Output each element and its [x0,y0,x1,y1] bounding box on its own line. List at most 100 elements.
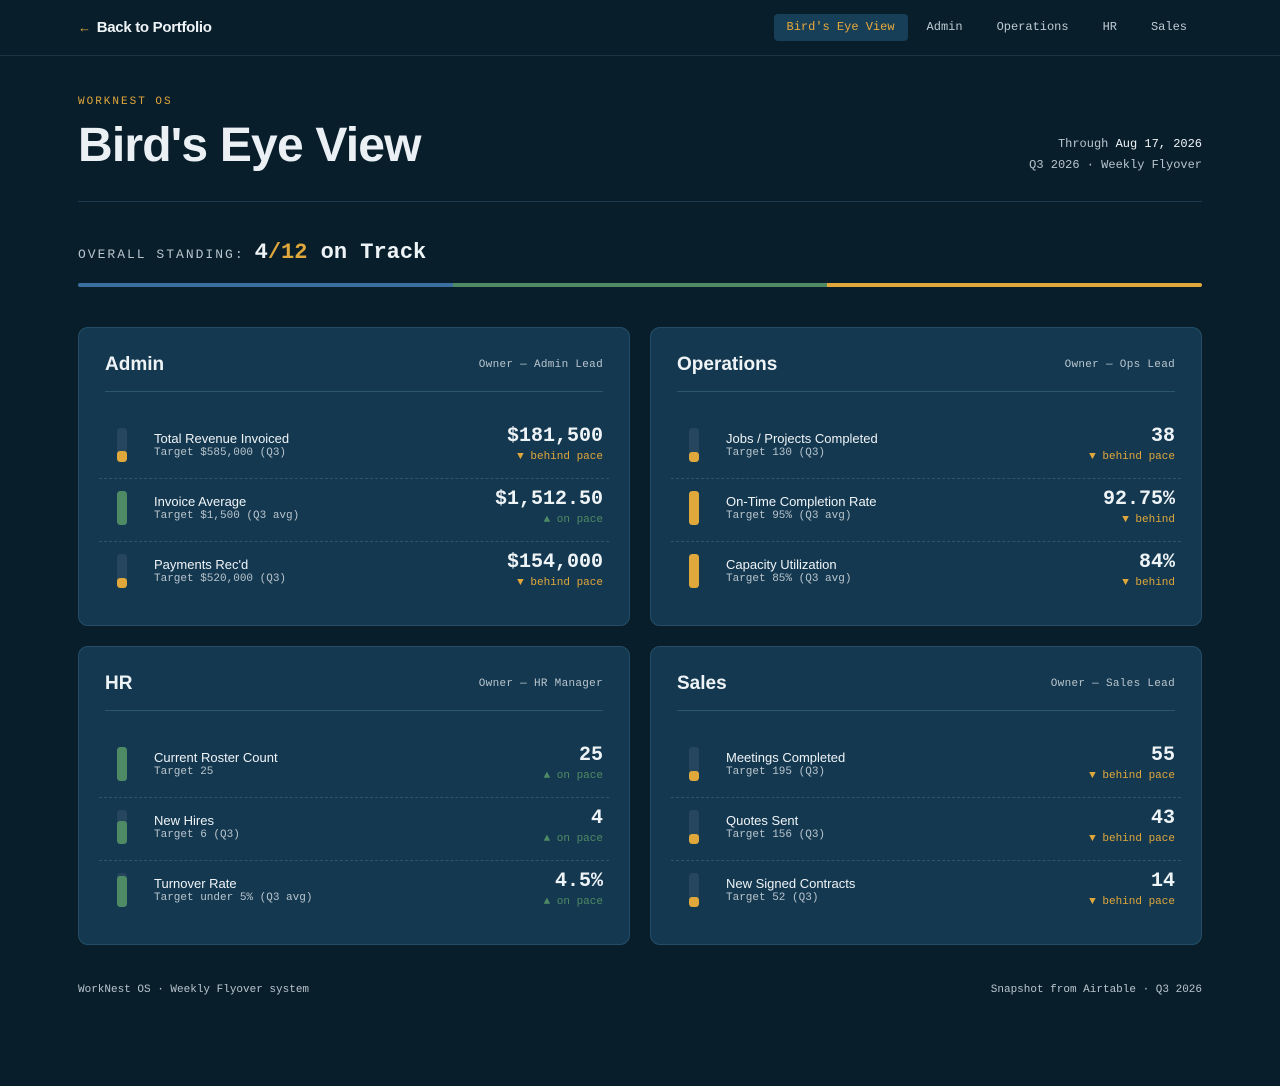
metric-target: Target 156 (Q3) [726,829,826,841]
metric-status: ▼ behind pace [1089,896,1175,908]
progress-meter-fill [117,821,127,844]
metric-target: Target 52 (Q3) [726,892,819,904]
overall-standing: OVERALL STANDING: 4/12 on Track [78,240,426,265]
progress-meter [117,873,127,907]
footer-right: Snapshot from Airtable · Q3 2026 [990,984,1202,996]
metric-name: Total Revenue Invoiced [154,431,290,446]
metric-row: New Hires Target 6 (Q3) 4 ▲ on pace [99,798,609,861]
metric-name: New Hires [154,813,214,828]
period-info: Through Aug 17, 2026 Q3 2026 · Weekly Fl… [1029,134,1202,176]
progress-meter [117,428,127,462]
metric-target: Target $520,000 (Q3) [154,573,287,585]
metric-row: Payments Rec'd Target $520,000 (Q3) $154… [99,542,609,605]
standing-label: OVERALL STANDING: [78,247,245,262]
metric-target: Target 25 [154,766,214,778]
metric-value: $1,512.50 [494,488,603,511]
main-nav: Bird's Eye View Admin Operations HR Sale… [773,14,1202,41]
card-header: Operations Owner — Ops Lead [677,354,1175,392]
metric-row: Capacity Utilization Target 85% (Q3 avg)… [671,542,1181,605]
metric-status: ▼ behind pace [1089,451,1175,463]
metric-name: Meetings Completed [726,750,846,765]
back-to-portfolio-link[interactable]: ← Back to Portfolio [78,19,212,36]
metric-status: ▲ on pace [543,514,603,526]
card-title: Sales [677,673,727,694]
standing-bar-segment [78,283,453,287]
metric-row: Invoice Average Target $1,500 (Q3 avg) $… [99,479,609,542]
nav-tab-sales[interactable]: Sales [1150,20,1187,34]
metric-target: Target 130 (Q3) [726,447,826,459]
footer-left: WorkNest OS · Weekly Flyover system [78,984,310,996]
card-admin: Admin Owner — Admin Lead Total Revenue I… [78,327,630,626]
arrow-left-icon: ← [78,20,91,35]
metric-status: ▲ on pace [543,833,603,845]
standing-bar-segment [827,283,1202,287]
metric-value: $181,500 [506,425,603,448]
standing-on-track-count: 4 [254,240,268,265]
metric-status: ▼ behind pace [1089,833,1175,845]
card-hr: HR Owner — HR Manager Current Roster Cou… [78,646,630,945]
progress-meter [117,554,127,588]
progress-meter [689,491,699,525]
card-owner: Owner — Ops Lead [1064,359,1175,371]
metric-row: Current Roster Count Target 25 25 ▲ on p… [99,735,609,798]
card-sales: Sales Owner — Sales Lead Meetings Comple… [650,646,1202,945]
card-operations: Operations Owner — Ops Lead Jobs / Proje… [650,327,1202,626]
page-title: Bird's Eye View [78,119,422,172]
metric-row: Total Revenue Invoiced Target $585,000 (… [99,416,609,479]
metric-target: Target 195 (Q3) [726,766,826,778]
metric-status: ▼ behind [1122,514,1175,526]
nav-tab-birds-eye-view[interactable]: Bird's Eye View [773,14,908,41]
top-bar: ← Back to Portfolio Bird's Eye View Admin… [0,0,1280,56]
progress-meter [117,810,127,844]
metric-name: On-Time Completion Rate [726,494,877,509]
progress-meter-fill [117,577,127,588]
back-link-label: Back to Portfolio [96,19,212,36]
metric-status: ▼ behind [1122,577,1175,589]
card-owner: Owner — HR Manager [478,678,603,690]
metric-target: Target $1,500 (Q3 avg) [154,510,300,522]
metric-row: Jobs / Projects Completed Target 130 (Q3… [671,416,1181,479]
progress-meter-fill [689,452,699,462]
metric-target: Target $585,000 (Q3) [154,447,287,459]
progress-meter-fill [117,876,127,907]
metric-name: Capacity Utilization [726,557,837,572]
metric-status: ▼ behind pace [517,451,603,463]
standing-total: /12 [267,240,308,265]
metric-row: New Signed Contracts Target 52 (Q3) 14 ▼… [671,861,1181,924]
progress-meter-fill [689,771,699,781]
card-owner: Owner — Admin Lead [478,359,603,371]
card-title: Admin [105,354,165,375]
progress-meter-fill [689,491,699,525]
eyebrow-label: WORKNEST OS [78,96,173,108]
progress-meter-fill [117,491,127,525]
header-divider [78,201,1202,202]
metric-row: Quotes Sent Target 156 (Q3) 43 ▼ behind … [671,798,1181,861]
metric-target: Target 85% (Q3 avg) [726,573,852,585]
nav-tab-operations[interactable]: Operations [996,20,1069,34]
progress-meter [689,428,699,462]
progress-meter-fill [689,834,699,844]
metric-value: 4.5% [554,870,603,893]
metric-status: ▼ behind pace [517,577,603,589]
metric-name: Jobs / Projects Completed [726,431,878,446]
progress-meter-fill [689,897,699,907]
metric-value: 4 [590,807,603,830]
metric-target: Target 6 (Q3) [154,829,240,841]
metric-name: Turnover Rate [154,876,237,891]
metric-value: 14 [1150,870,1175,893]
metric-name: Quotes Sent [726,813,799,828]
nav-tab-admin[interactable]: Admin [926,20,963,34]
metric-value: 43 [1150,807,1175,830]
metric-value: 55 [1150,744,1175,767]
metric-row: On-Time Completion Rate Target 95% (Q3 a… [671,479,1181,542]
nav-tab-hr[interactable]: HR [1102,20,1117,34]
metric-target: Target under 5% (Q3 avg) [154,892,313,904]
card-header: HR Owner — HR Manager [105,673,603,711]
standing-value: 4/12 on Track [255,240,427,265]
card-title: HR [105,673,133,694]
metric-name: Current Roster Count [154,750,278,765]
progress-meter-fill [117,747,127,781]
card-title: Operations [677,354,778,375]
progress-meter [117,491,127,525]
metric-value: 38 [1150,425,1175,448]
